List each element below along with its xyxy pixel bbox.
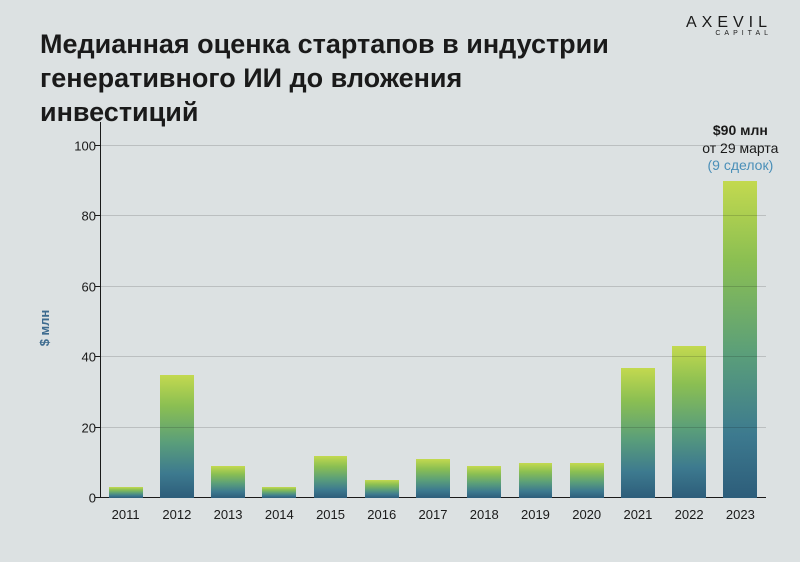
- bar: [416, 459, 450, 498]
- x-tick-label: 2011: [112, 507, 140, 522]
- gridline: [100, 215, 766, 216]
- brand-logo: AXEVIL CAPITAL: [686, 14, 772, 37]
- y-tick-label: 20: [66, 420, 96, 435]
- gridline: [100, 145, 766, 146]
- gridline: [100, 356, 766, 357]
- x-tick-label: 2015: [316, 507, 345, 522]
- x-tick-label: 2014: [265, 507, 294, 522]
- bar: [262, 487, 296, 498]
- chart-title: Медианная оценка стартапов в индустрии г…: [40, 28, 620, 129]
- bar: [160, 375, 194, 498]
- gridline: [100, 286, 766, 287]
- x-tick-label: 2013: [214, 507, 243, 522]
- gridline: [100, 427, 766, 428]
- y-tick-mark: [95, 145, 100, 146]
- plot-region: 020406080100 201120122013201420152016201…: [100, 128, 766, 498]
- x-tick-label: 2021: [623, 507, 652, 522]
- y-tick-label: 80: [66, 209, 96, 224]
- chart-area: $ млн 020406080100 201120122013201420152…: [66, 128, 766, 528]
- x-tick-label: 2023: [726, 507, 755, 522]
- bars-container: [100, 128, 766, 498]
- y-tick-mark: [95, 356, 100, 357]
- y-axis-label: $ млн: [37, 310, 52, 347]
- bar: [672, 346, 706, 498]
- bar: [570, 463, 604, 498]
- y-tick-mark: [95, 427, 100, 428]
- x-tick-label: 2019: [521, 507, 550, 522]
- x-tick-label: 2016: [367, 507, 396, 522]
- bar: [109, 487, 143, 498]
- last-bar-annotation: $90 млн от 29 марта (9 сделок): [685, 122, 795, 175]
- annotation-date: от 29 марта: [685, 140, 795, 158]
- y-tick-mark: [95, 286, 100, 287]
- bar: [211, 466, 245, 498]
- bar: [314, 456, 348, 498]
- x-tick-label: 2020: [572, 507, 601, 522]
- y-tick-label: 0: [66, 491, 96, 506]
- x-tick-label: 2012: [162, 507, 191, 522]
- y-tick-mark: [95, 497, 100, 498]
- x-tick-label: 2022: [675, 507, 704, 522]
- y-tick-label: 40: [66, 350, 96, 365]
- x-tick-label: 2017: [419, 507, 448, 522]
- bar: [467, 466, 501, 498]
- annotation-deals: (9 сделок): [685, 157, 795, 175]
- annotation-value: $90 млн: [685, 122, 795, 140]
- bar: [723, 181, 757, 498]
- y-tick-mark: [95, 215, 100, 216]
- bar: [365, 480, 399, 498]
- y-tick-label: 60: [66, 279, 96, 294]
- x-tick-label: 2018: [470, 507, 499, 522]
- y-tick-label: 100: [66, 138, 96, 153]
- bar: [621, 368, 655, 498]
- bar: [519, 463, 553, 498]
